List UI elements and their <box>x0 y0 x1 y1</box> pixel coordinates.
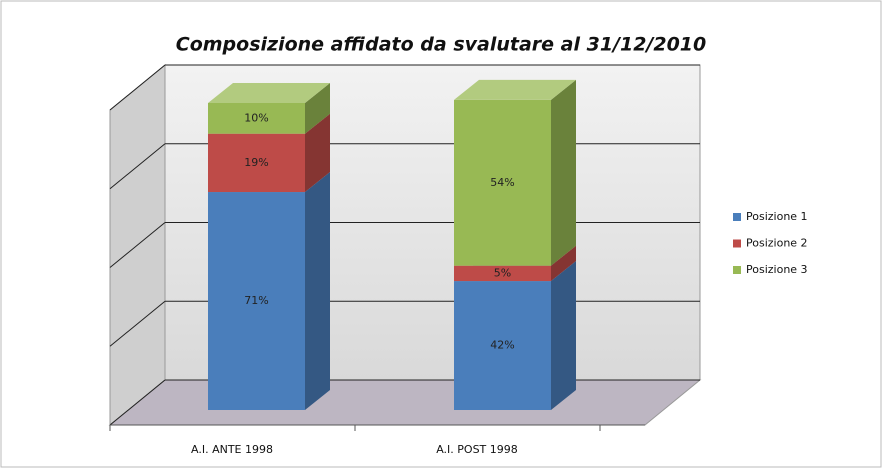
legend-swatch <box>733 239 741 248</box>
bar-top <box>454 79 576 100</box>
grid-line <box>109 222 166 268</box>
data-label: 10% <box>244 111 268 124</box>
bar <box>208 192 305 410</box>
chart-title: Composizione affidato da svalutare al 31… <box>176 34 707 56</box>
legend: Posizione 1 Posizione 2 Posizione 3 <box>733 210 808 276</box>
floor <box>108 379 702 426</box>
data-label: 42% <box>490 339 514 352</box>
grid-line <box>109 300 166 347</box>
x-labels: A.I. ANTE 1998 A.I. POST 1998 <box>109 425 601 456</box>
legend-label: Posizione 2 <box>746 237 808 250</box>
data-label: 71% <box>244 294 268 307</box>
x-tick-label: A.I. POST 1998 <box>436 443 518 456</box>
data-label: 19% <box>244 156 268 169</box>
bar <box>454 99 551 266</box>
data-label: 5% <box>494 266 511 279</box>
bars: 71% 19% 10% 42% 5% 54% <box>208 79 576 410</box>
x-tick-label: A.I. ANTE 1998 <box>191 443 273 456</box>
bar <box>454 281 551 410</box>
legend-swatch <box>733 266 741 274</box>
data-label: 54% <box>490 176 514 189</box>
bar-side <box>551 79 576 266</box>
legend-label: Posizione 3 <box>746 263 808 276</box>
legend-label: Posizione 1 <box>746 210 808 223</box>
grid-line <box>109 64 166 111</box>
bar <box>454 265 551 282</box>
bar-side <box>305 83 330 134</box>
legend-swatch <box>733 213 741 221</box>
grid-line <box>109 143 166 190</box>
bar-side <box>305 172 330 410</box>
bar-side <box>305 113 330 193</box>
bar-top <box>208 83 330 103</box>
bar-side <box>551 245 576 282</box>
bar <box>208 133 305 193</box>
grid-line <box>109 379 166 426</box>
bar <box>208 103 305 134</box>
bar-side <box>551 261 576 410</box>
